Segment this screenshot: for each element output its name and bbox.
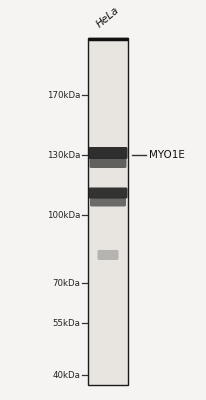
FancyBboxPatch shape — [97, 250, 118, 260]
Text: HeLa: HeLa — [95, 6, 121, 30]
FancyBboxPatch shape — [89, 147, 128, 159]
FancyBboxPatch shape — [89, 188, 128, 198]
Text: 100kDa: 100kDa — [47, 210, 80, 220]
Text: 70kDa: 70kDa — [52, 278, 80, 288]
Bar — [88, 38, 128, 385]
FancyBboxPatch shape — [89, 158, 126, 168]
Text: 130kDa: 130kDa — [47, 150, 80, 160]
Text: 55kDa: 55kDa — [52, 318, 80, 328]
FancyBboxPatch shape — [90, 198, 126, 206]
Text: 40kDa: 40kDa — [52, 370, 80, 380]
Text: 170kDa: 170kDa — [47, 90, 80, 100]
Text: MYO1E: MYO1E — [149, 150, 185, 160]
